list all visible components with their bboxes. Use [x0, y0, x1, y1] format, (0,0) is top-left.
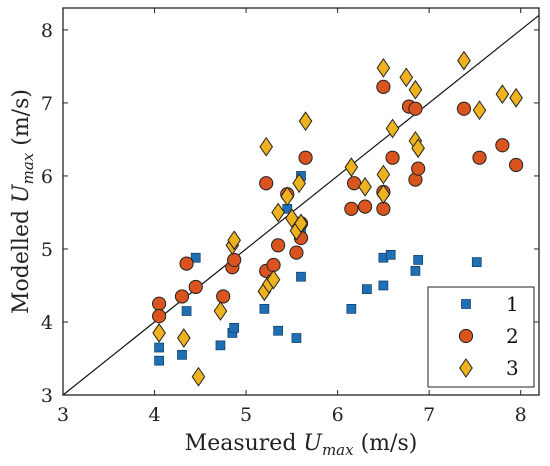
reference-line	[62, 14, 540, 396]
point-series-3	[298, 111, 313, 132]
y-tick-label: 4	[41, 312, 53, 334]
x-tick-label: 7	[423, 404, 435, 426]
point-series-1	[471, 257, 482, 267]
point-series-2	[298, 150, 313, 165]
point-series-2	[152, 309, 167, 324]
series-2	[152, 79, 524, 324]
point-series-3	[294, 213, 308, 234]
point-series-2	[456, 101, 472, 116]
legend-marker-1	[461, 299, 471, 309]
point-series-2	[152, 296, 167, 311]
point-series-3	[495, 84, 510, 105]
legend-label-1: 1	[506, 292, 519, 316]
point-series-3	[280, 186, 295, 207]
x-tick-label: 6	[332, 404, 344, 426]
point-series-2	[357, 199, 373, 214]
y-tick-label: 8	[41, 20, 53, 42]
y-tick-label: 3	[41, 385, 53, 407]
point-series-3	[376, 184, 391, 205]
point-series-3	[376, 57, 391, 78]
point-series-2	[188, 279, 203, 295]
point-series-3	[411, 138, 425, 159]
point-series-1	[291, 333, 302, 343]
point-series-1	[181, 306, 192, 316]
point-series-1	[273, 325, 283, 336]
point-series-2	[227, 252, 242, 268]
point-series-2	[472, 150, 487, 165]
point-series-3	[376, 164, 391, 185]
point-series-1	[190, 252, 201, 263]
point-series-1	[296, 271, 306, 282]
point-series-2	[509, 157, 524, 173]
point-series-3	[358, 177, 372, 197]
x-tick-label: 5	[240, 404, 252, 426]
point-series-1	[413, 255, 424, 265]
point-series-1	[346, 303, 357, 314]
data-marks	[62, 14, 540, 396]
point-series-1	[215, 340, 226, 351]
y-tick-label: 5	[41, 239, 53, 261]
legend: 1 2 3	[427, 286, 535, 388]
series-3	[152, 50, 523, 387]
point-series-3	[385, 118, 400, 139]
point-series-2	[376, 201, 391, 216]
point-series-2	[216, 289, 231, 304]
axis-ticks: 3 4 5 6 7 8 3 4 5 6 7 8	[41, 8, 539, 426]
point-series-3	[177, 328, 191, 348]
point-series-1	[177, 349, 187, 360]
legend-marker-3	[459, 358, 473, 378]
y-tick-label: 6	[41, 166, 53, 188]
legend-marker-2	[458, 328, 474, 344]
point-series-2	[385, 150, 400, 165]
legend-box	[427, 286, 535, 388]
point-series-2	[411, 161, 426, 176]
point-series-3	[191, 366, 206, 387]
point-series-1	[385, 249, 396, 260]
point-series-3	[457, 50, 471, 71]
point-series-2	[344, 201, 359, 216]
point-series-2	[174, 289, 190, 304]
x-tick-label: 3	[57, 404, 69, 426]
point-series-2	[259, 176, 274, 191]
point-series-2	[376, 79, 391, 94]
point-series-2	[266, 257, 281, 273]
point-series-1	[259, 303, 270, 314]
point-series-3	[344, 157, 359, 178]
point-series-2	[346, 176, 362, 191]
point-series-3	[271, 202, 285, 223]
legend-label-2: 2	[506, 324, 519, 348]
point-series-1	[362, 284, 372, 294]
point-series-2	[495, 138, 510, 153]
x-axis-label: Measured Umax (m/s)	[185, 431, 418, 459]
point-series-3	[472, 100, 487, 121]
point-series-2	[408, 101, 423, 116]
point-series-3	[266, 269, 281, 290]
point-series-1	[154, 355, 164, 366]
point-series-3	[259, 136, 274, 157]
point-series-3	[408, 79, 423, 100]
point-series-1	[229, 322, 240, 333]
point-series-2	[179, 256, 194, 271]
point-series-2	[289, 245, 304, 260]
point-series-3	[152, 323, 166, 343]
point-series-3	[213, 301, 228, 321]
x-tick-label: 8	[515, 404, 527, 426]
plot-frame	[62, 7, 540, 396]
point-series-3	[227, 230, 241, 251]
point-series-1	[378, 280, 389, 291]
point-series-3	[509, 87, 523, 108]
point-series-3	[292, 173, 306, 194]
point-series-1	[154, 342, 164, 353]
point-series-3	[399, 67, 414, 88]
point-series-1	[410, 266, 421, 276]
y-axis-label: Modelled Umax (m/s)	[9, 89, 37, 314]
y-tick-label: 7	[41, 93, 53, 115]
x-tick-label: 4	[148, 404, 160, 426]
legend-label-3: 3	[506, 356, 519, 380]
point-series-2	[271, 238, 286, 253]
